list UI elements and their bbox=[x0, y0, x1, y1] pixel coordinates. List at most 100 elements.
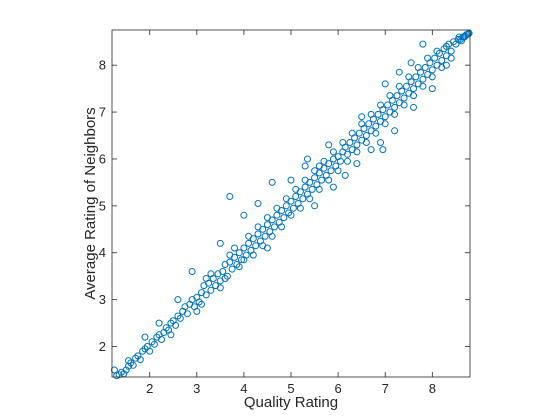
scatter-point bbox=[223, 272, 231, 280]
scatter-point bbox=[353, 148, 361, 156]
scatter-point bbox=[381, 120, 389, 128]
scatter-point bbox=[115, 371, 123, 379]
scatter-point bbox=[424, 54, 432, 62]
scatter-point bbox=[410, 92, 417, 100]
scatter-point bbox=[301, 176, 309, 184]
scatter-point bbox=[306, 195, 314, 203]
scatter-point bbox=[198, 300, 205, 308]
scatter-point bbox=[287, 176, 295, 184]
scatter-point bbox=[442, 42, 450, 50]
scatter-point bbox=[428, 85, 436, 93]
scatter-point bbox=[318, 176, 326, 184]
scatter-point bbox=[341, 171, 349, 179]
scatter-point bbox=[158, 336, 165, 343]
scatter-point bbox=[377, 101, 384, 109]
scatter-point bbox=[261, 232, 269, 240]
scatter-point bbox=[280, 214, 288, 222]
scatter-point bbox=[226, 258, 234, 266]
plot-frame bbox=[111, 29, 471, 378]
scatter-point bbox=[433, 47, 441, 55]
scatter-point bbox=[301, 183, 309, 191]
scatter-point bbox=[311, 202, 319, 210]
scatter-point bbox=[207, 286, 215, 294]
scatter-point bbox=[249, 251, 257, 259]
scatter-point bbox=[188, 268, 196, 275]
scatter-point bbox=[405, 73, 413, 81]
scatter-point bbox=[207, 270, 215, 278]
scatter-point bbox=[442, 61, 450, 69]
y-tick-label: 4 bbox=[99, 245, 106, 260]
scatter-point bbox=[155, 319, 163, 327]
scatter-point bbox=[254, 200, 262, 207]
scatter-point bbox=[374, 110, 382, 118]
scatter-point bbox=[362, 139, 370, 146]
scatter-point bbox=[245, 232, 253, 240]
scatter-point bbox=[127, 359, 135, 367]
scatter-point bbox=[393, 92, 401, 100]
scatter-point bbox=[296, 204, 304, 212]
scatter-point bbox=[384, 101, 392, 109]
y-tick-label: 7 bbox=[99, 105, 106, 120]
y-axis-label: Average Rating of Neighbors bbox=[82, 107, 99, 299]
scatter-point bbox=[132, 354, 140, 362]
y-tick-label: 5 bbox=[99, 198, 106, 213]
scatter-point bbox=[183, 310, 191, 318]
scatter-point bbox=[381, 80, 389, 88]
scatter-point bbox=[325, 176, 333, 184]
scatter-point bbox=[287, 211, 295, 219]
scatter-point bbox=[292, 185, 300, 193]
scatter-point bbox=[320, 157, 328, 165]
scatter-point bbox=[407, 59, 415, 67]
x-tick-label: 3 bbox=[193, 381, 200, 396]
scatter-point bbox=[282, 195, 290, 203]
scatter-point bbox=[315, 162, 323, 170]
scatter-point bbox=[421, 64, 429, 71]
scatter-point bbox=[367, 146, 375, 154]
scatter-point bbox=[174, 296, 182, 304]
scatter-point bbox=[233, 261, 241, 268]
scatter-point bbox=[325, 141, 333, 149]
scatter-point bbox=[344, 157, 351, 165]
scatter-point bbox=[122, 366, 130, 374]
scatter-point bbox=[216, 239, 224, 247]
scatter-point bbox=[263, 221, 271, 229]
scatter-point bbox=[219, 268, 227, 275]
scatter-point bbox=[228, 265, 236, 273]
scatter-point bbox=[235, 263, 243, 271]
scatter-point bbox=[148, 338, 156, 346]
scatter-point bbox=[377, 139, 384, 146]
scatter-point bbox=[231, 244, 238, 252]
scatter-point bbox=[271, 223, 278, 231]
x-tick-label: 6 bbox=[334, 381, 341, 396]
scatter-point bbox=[278, 223, 286, 231]
scatter-point bbox=[435, 49, 443, 57]
x-tick-label: 5 bbox=[287, 381, 294, 396]
scatter-point bbox=[395, 68, 403, 76]
scatter-point bbox=[273, 204, 281, 212]
scatter-point bbox=[410, 85, 417, 93]
scatter-point bbox=[346, 139, 354, 146]
scatter-point bbox=[348, 129, 356, 137]
scatter-point bbox=[268, 232, 276, 240]
scatter-point bbox=[447, 47, 455, 55]
scatter-point bbox=[428, 66, 436, 74]
scatter-point bbox=[339, 139, 347, 146]
y-tick-label: 6 bbox=[99, 151, 106, 166]
scatter-point bbox=[410, 103, 417, 111]
scatter-points bbox=[110, 29, 473, 380]
scatter-point bbox=[458, 37, 465, 45]
scatter-point bbox=[240, 244, 248, 252]
scatter-point bbox=[386, 92, 394, 100]
scatter-point bbox=[174, 312, 182, 320]
x-axis-label: Quality Rating bbox=[244, 394, 338, 411]
scatter-point bbox=[391, 103, 399, 111]
scatter-point bbox=[125, 357, 132, 365]
scatter-point bbox=[289, 204, 297, 212]
scatter-point bbox=[381, 113, 389, 121]
scatter-point bbox=[395, 82, 403, 90]
scatter-point bbox=[311, 174, 319, 182]
scatter-point bbox=[344, 150, 351, 158]
scatter-point bbox=[216, 284, 224, 292]
scatter-point bbox=[362, 132, 370, 139]
scatter-point bbox=[334, 167, 342, 175]
